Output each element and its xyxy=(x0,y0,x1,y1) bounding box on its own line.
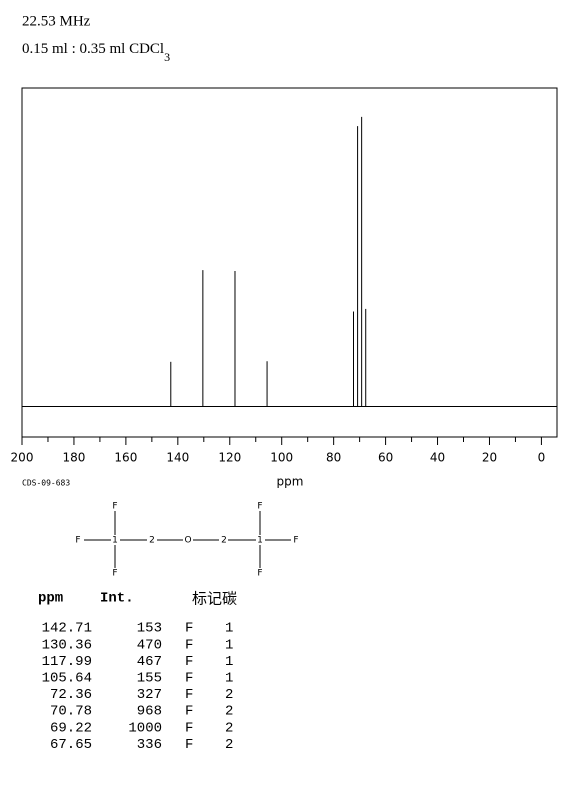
ppm-cell: 67.65 xyxy=(50,737,92,753)
atom-cell: F xyxy=(185,654,193,670)
ppm-cell: 130.36 xyxy=(42,637,92,653)
ppm-cell: 69.22 xyxy=(50,720,92,736)
x-tick-label: 100 xyxy=(270,451,293,465)
intensity-cell: 155 xyxy=(137,671,162,687)
table-header: 标记碳 xyxy=(192,590,237,607)
x-tick-label: 120 xyxy=(218,451,241,465)
atom-label: F xyxy=(257,502,262,512)
intensity-cell: 470 xyxy=(137,637,162,653)
x-tick-label: 40 xyxy=(430,451,445,465)
x-tick-label: 200 xyxy=(11,451,34,465)
atom-cell: F xyxy=(185,720,193,736)
carbon-cell: 1 xyxy=(225,621,233,637)
intensity-cell: 968 xyxy=(137,704,162,720)
solvent-text: 0.15 ml : 0.35 ml CDCl xyxy=(22,41,164,57)
atom-cell: F xyxy=(185,737,193,753)
carbon-cell: 1 xyxy=(225,671,233,687)
x-axis-label: ppm xyxy=(277,475,304,489)
carbon-cell: 1 xyxy=(225,637,233,653)
atom-label: F xyxy=(112,569,117,579)
atom-label: F xyxy=(293,536,298,546)
ppm-cell: 142.71 xyxy=(42,621,92,637)
intensity-cell: 153 xyxy=(137,621,162,637)
x-tick-label: 180 xyxy=(62,451,85,465)
carbon-cell: 1 xyxy=(225,654,233,670)
atom-label: 2 xyxy=(149,536,155,546)
ppm-cell: 105.64 xyxy=(42,671,92,687)
x-tick-label: 60 xyxy=(378,451,393,465)
atom-cell: F xyxy=(185,687,193,703)
intensity-cell: 336 xyxy=(137,737,162,753)
structure: F F 1 2 O 2 1 F F F F xyxy=(75,502,298,579)
atom-label: 1 xyxy=(257,536,263,546)
table-header: Int. xyxy=(100,591,134,607)
carbon-cell: 2 xyxy=(225,687,233,703)
solvent-subscript: 3 xyxy=(164,50,170,64)
code: CDS-09-683 xyxy=(22,479,70,488)
peak-table: ppm Int. 标记碳 142.71 153 F 1 130.36 470 F 1 117.99 46… xyxy=(38,590,237,752)
atom-cell: F xyxy=(185,637,193,653)
atom-label: 2 xyxy=(221,536,227,546)
atom-label: F xyxy=(75,536,80,546)
intensity-cell: 1000 xyxy=(128,720,162,736)
atom-label: 1 xyxy=(112,536,118,546)
table-header: ppm xyxy=(38,591,63,607)
atom-label: F xyxy=(257,569,262,579)
solvent: 0.15 ml : 0.35 ml CDCl3 xyxy=(22,41,170,63)
intensity-cell: 327 xyxy=(137,687,162,703)
atom-cell: F xyxy=(185,621,193,637)
carbon-cell: 2 xyxy=(225,720,233,736)
x-tick-label: 20 xyxy=(482,451,497,465)
carbon-cell: 2 xyxy=(225,704,233,720)
atom-cell: F xyxy=(185,671,193,687)
ppm-cell: 70.78 xyxy=(50,704,92,720)
carbon-cell: 2 xyxy=(225,737,233,753)
x-tick-label: 140 xyxy=(166,451,189,465)
x-tick-label: 0 xyxy=(538,451,546,465)
intensity-cell: 467 xyxy=(137,654,162,670)
x-tick-label: 80 xyxy=(326,451,341,465)
plot-frame xyxy=(21,87,558,438)
atom-label: F xyxy=(112,502,117,512)
ppm-cell: 72.36 xyxy=(50,687,92,703)
frequency: 22.53 MHz xyxy=(22,13,91,29)
atom-label: O xyxy=(184,536,191,546)
structure-bonds xyxy=(84,511,291,568)
x-tick-label: 160 xyxy=(114,451,137,465)
atom-cell: F xyxy=(185,704,193,720)
ppm-cell: 117.99 xyxy=(42,654,92,670)
